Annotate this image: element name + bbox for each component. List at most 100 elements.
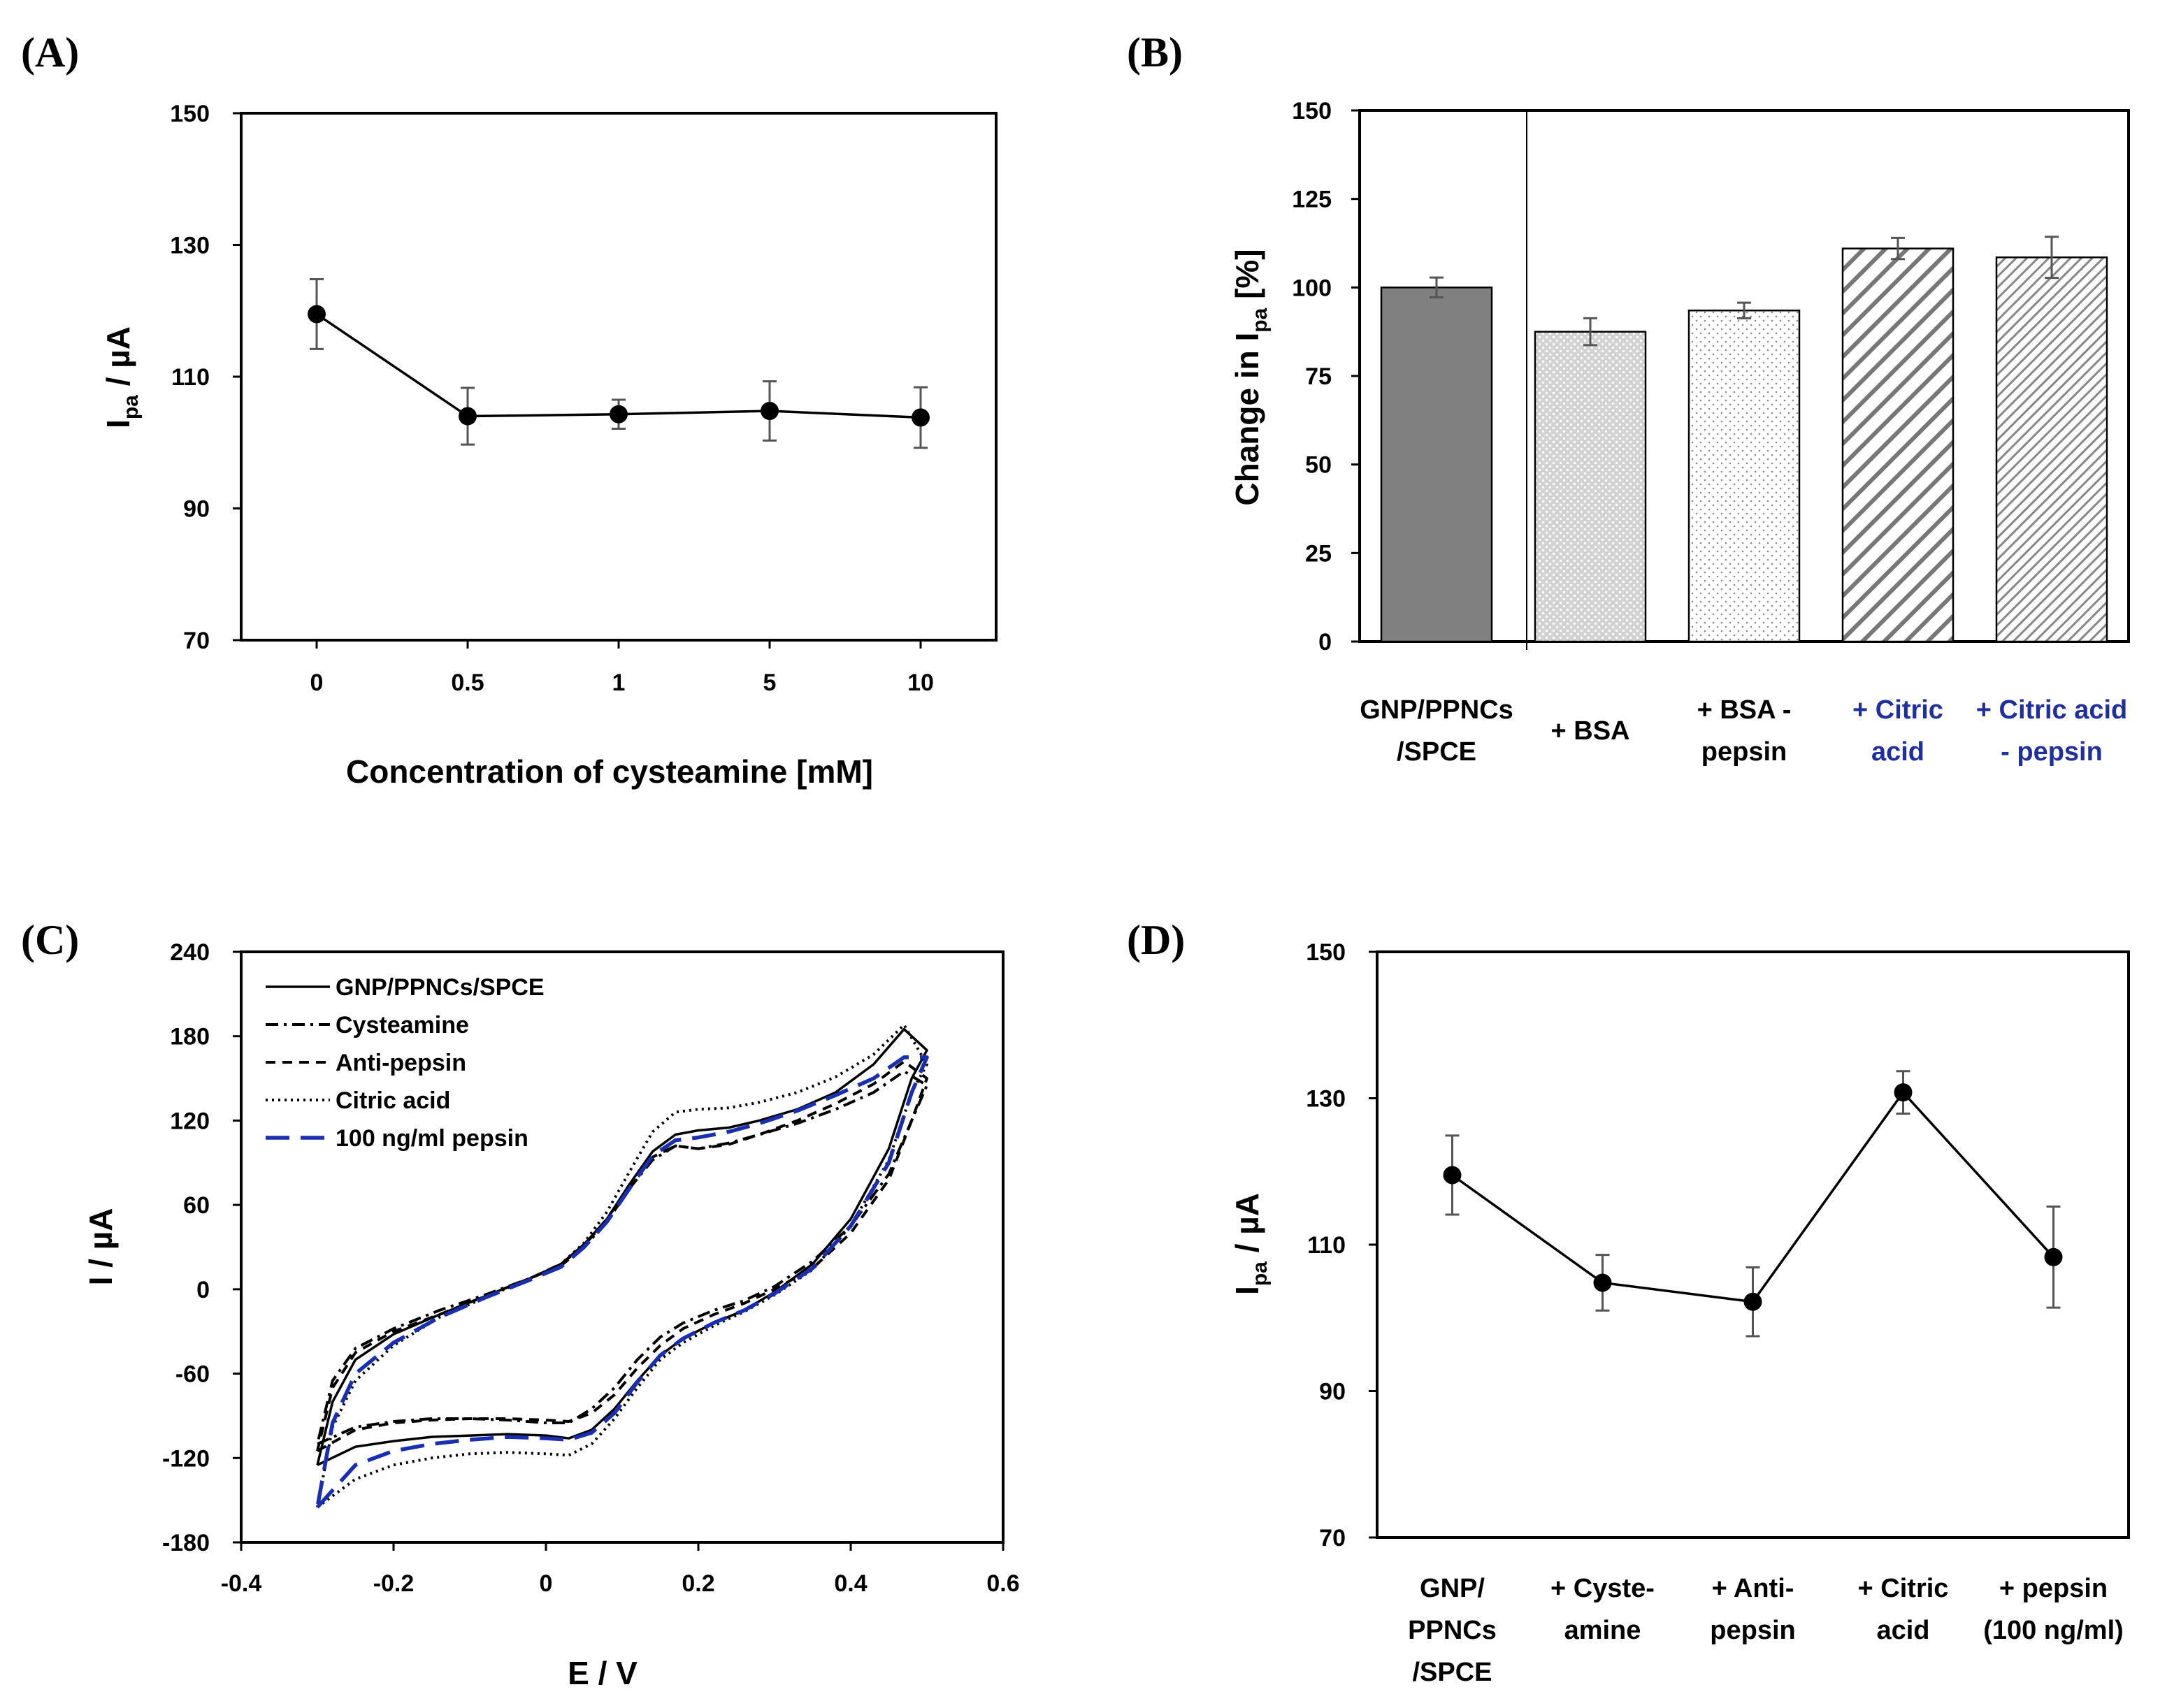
panel-c-series-3-line	[316, 1023, 928, 1509]
panel-d-category-label-line: + Cyste-	[1550, 1574, 1655, 1603]
panel-c-x-tick-label: 0.2	[682, 1570, 714, 1597]
panel-0-y-tick-label: 150	[170, 101, 210, 127]
panel-d-category-label-line: GNP/	[1420, 1574, 1485, 1603]
panel-c-axis-ticks: -180 -120 -60 0 60 120 180 240 -0.4 -0.2 0 0.2 0.4 0.…	[162, 939, 1020, 1597]
panel-b-category-label-line: + Citric acid	[1976, 695, 2127, 725]
panel-c-x-tick-label: 0.6	[986, 1570, 1019, 1597]
panel-1-y-tick-label: 0	[1318, 629, 1332, 656]
panel-b-category-label: + BSA	[1551, 716, 1630, 746]
panel-b-category-label-line: + Citric	[1852, 695, 1943, 725]
panel-d-category-label-line: amine	[1564, 1616, 1641, 1645]
panel-3-y-tick-label: 130	[1306, 1086, 1346, 1113]
panel-d-plot-frame	[1376, 950, 2130, 1539]
panel-3-y-tick-label: 110	[1307, 1232, 1346, 1259]
panel-a-chart: 70 90 110 130 150 0 0.5 1 5 10 Concentration of c…	[100, 101, 998, 790]
panel-d-category-label: + Cyste-amine	[1550, 1574, 1655, 1645]
panel-label-d: (D)	[1127, 917, 1185, 963]
panel-d-axis-ticks: 70 90 110 130 150 GNP/PPNCs/SPCE + Cyste-amine…	[1306, 939, 2124, 1687]
panel-a-axis-ticks: 70 90 110 130 150 0 0.5 1 5 10	[170, 101, 934, 696]
panel-d-data-point	[1894, 1083, 1913, 1102]
panel-d-data-point	[1443, 1166, 1462, 1185]
panel-b-category-label: GNP/PPNCs/SPCE	[1360, 695, 1513, 767]
panel-1-y-tick-label: 100	[1292, 275, 1332, 301]
panel-d-data-point	[1743, 1292, 1762, 1311]
panel-b-axis-ticks: 0 25 50 75 100 125 150 GNP/PPNCs/SPCE + BSA + BSA…	[1292, 98, 2127, 767]
panel-b-category-label: + Citric acid	[1852, 695, 1943, 767]
panel-c-legend-label: GNP/PPNCs/SPCE	[336, 974, 545, 1001]
panel-1-y-tick-label: 50	[1305, 452, 1332, 479]
panel-d-category-label-line: acid	[1876, 1616, 1929, 1645]
panel-b-bar	[1687, 310, 1801, 643]
panel-b-bar	[1995, 256, 2108, 643]
panel-c-chart: -180 -120 -60 0 60 120 180 240 -0.4 -0.2 0 0.2 0.4 0.…	[82, 939, 1020, 1691]
panel-c-series-4-line	[315, 1055, 929, 1509]
panel-c-y-tick-label: 120	[170, 1108, 210, 1134]
panel-1-y-tick-label: 25	[1305, 540, 1332, 567]
panel-c-y-tick-label: 180	[170, 1024, 210, 1050]
panel-c-marks	[315, 1023, 929, 1509]
panel-a-marks	[308, 278, 930, 449]
panel-1-y-tick-label: 125	[1292, 187, 1332, 213]
panel-d-category-label: + Citric acid	[1858, 1574, 1949, 1645]
panel-b-category-label-line: - pepsin	[2001, 737, 2103, 767]
panel-c-legend-label: Cysteamine	[336, 1012, 469, 1038]
panel-a-x-tick-label: 5	[763, 670, 777, 696]
panel-b-category-label-line: + BSA -	[1697, 695, 1792, 725]
panel-c-legend-label: Citric acid	[336, 1087, 450, 1114]
panel-b-marks	[1380, 236, 2108, 643]
panel-a-data-point	[459, 407, 477, 426]
panel-c-series-2-line	[316, 1059, 928, 1452]
panel-c-y-axis-title: I / µA	[82, 1208, 119, 1286]
panel-c-y-tick-label: 0	[196, 1277, 210, 1303]
panel-c-y-tick-label: -120	[162, 1445, 210, 1472]
panel-label-c: (C)	[21, 917, 79, 963]
panel-d-category-label-line: /SPCE	[1412, 1658, 1492, 1687]
panel-c-x-tick-label: -0.2	[373, 1570, 415, 1597]
panel-d-category-label-line: (100 ng/ml)	[1983, 1616, 2124, 1645]
panel-a-data-point	[308, 305, 326, 324]
panel-d-category-label: GNP/PPNCs/SPCE	[1408, 1574, 1497, 1687]
panel-c-y-tick-label: 60	[183, 1192, 210, 1219]
panel-a-y-axis-title: Ipa / µA	[100, 326, 143, 428]
panel-b-category-label: + Citric acid - pepsin	[1976, 695, 2127, 767]
panel-c-y-tick-label: -180	[162, 1530, 210, 1556]
panel-b-category-label: + BSA - pepsin	[1697, 695, 1792, 767]
panel-a-plot-frame	[240, 112, 998, 642]
panel-c-legend: GNP/PPNCs/SPCE Cysteamine Anti-pepsin Citri…	[266, 974, 545, 1152]
panel-c-x-tick-label: 0	[540, 1570, 553, 1597]
panel-d-marks	[1443, 1070, 2063, 1338]
panel-0-y-tick-label: 90	[183, 496, 210, 523]
panel-d-category-label-line: PPNCs	[1408, 1616, 1497, 1645]
panel-label-b: (B)	[1127, 29, 1183, 75]
panel-d-data-point	[2044, 1247, 2063, 1266]
panel-d-data-point	[1593, 1273, 1612, 1292]
panel-b-category-label-line: GNP/PPNCs	[1360, 695, 1513, 725]
panel-0-y-tick-label: 110	[171, 364, 210, 391]
panel-d-y-axis-title: Ipa / µA	[1229, 1193, 1272, 1295]
panel-1-y-tick-label: 75	[1305, 363, 1332, 390]
panel-label-a: (A)	[21, 29, 79, 75]
panel-b-bar	[1534, 331, 1647, 643]
panel-b-bar	[1841, 247, 1955, 643]
panel-b-category-label-line: + BSA	[1551, 716, 1630, 746]
panel-d-category-label-line: + Citric	[1858, 1574, 1949, 1603]
panel-b-category-label-line: acid	[1871, 737, 1924, 767]
panel-a-data-point	[912, 408, 930, 427]
panel-c-x-tick-label: 0.4	[834, 1570, 867, 1597]
panel-a-data-point	[761, 402, 779, 421]
panel-c-x-axis-title: E / V	[568, 1655, 638, 1691]
panel-3-y-tick-label: 70	[1319, 1525, 1346, 1551]
panel-a-data-point	[610, 405, 628, 424]
panel-d-category-label: + pepsin (100 ng/ml)	[1983, 1574, 2124, 1645]
panel-d-category-label-line: + pepsin	[1999, 1574, 2108, 1603]
panel-b-y-axis-title: Change in Ipa [%]	[1229, 249, 1272, 505]
panel-b-category-label-line: pepsin	[1701, 737, 1787, 767]
panel-c-legend-label: Anti-pepsin	[336, 1050, 466, 1076]
panel-c-legend-label: 100 ng/ml pepsin	[336, 1125, 528, 1152]
panel-a-x-tick-label: 0	[310, 670, 324, 696]
panel-1-y-tick-label: 150	[1292, 98, 1332, 124]
panel-c-y-tick-label: -60	[175, 1361, 210, 1388]
panel-3-y-tick-label: 90	[1319, 1379, 1346, 1405]
panel-c-plot-frame	[240, 950, 1005, 1544]
